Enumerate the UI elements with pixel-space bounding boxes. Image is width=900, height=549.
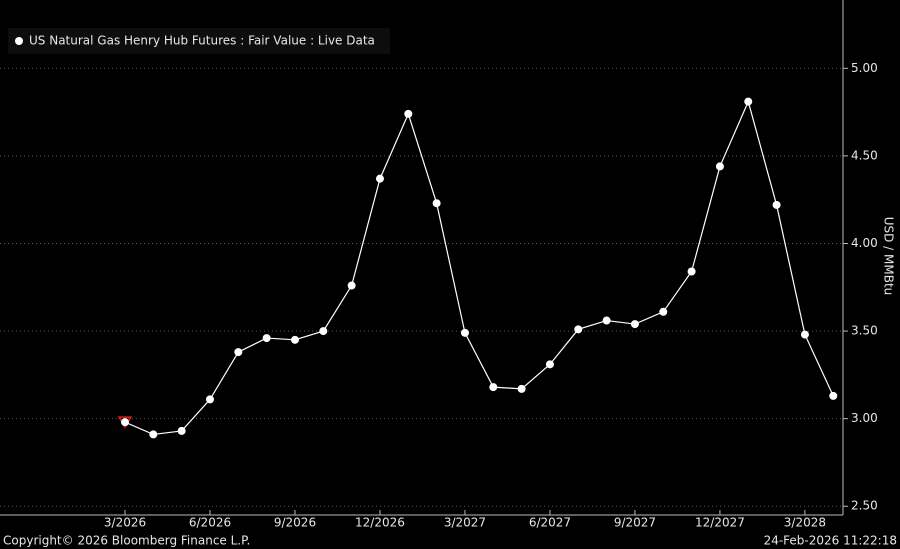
y-tick-label: 3.50 (851, 324, 878, 338)
legend-box (8, 28, 390, 54)
point (319, 327, 328, 336)
y-tick-label: 5.00 (851, 61, 878, 75)
point (800, 330, 809, 339)
point (715, 162, 724, 171)
x-tick-label: 3/2027 (444, 516, 486, 530)
point (205, 395, 214, 404)
point (262, 334, 271, 343)
point (772, 200, 781, 209)
point (829, 391, 838, 400)
y-tick-label: 3.00 (851, 411, 878, 425)
x-tick-label: 12/2027 (695, 516, 745, 530)
point (460, 328, 469, 337)
x-tick-label: 9/2027 (614, 516, 656, 530)
point (177, 426, 186, 435)
point (489, 383, 498, 392)
y-tick-label: 4.50 (851, 148, 878, 162)
point (121, 418, 129, 427)
legend-marker (15, 37, 23, 45)
point (574, 325, 583, 334)
point (234, 348, 243, 357)
point (517, 384, 526, 393)
timestamp: 24-Feb-2026 11:22:18 (764, 534, 897, 548)
legend-label: US Natural Gas Henry Hub Futures : Fair … (29, 34, 375, 48)
point (687, 267, 696, 276)
y-tick-label: 4.00 (851, 236, 878, 250)
point (630, 320, 639, 329)
point (347, 281, 356, 290)
y-tick-label: 2.50 (851, 499, 878, 513)
point (602, 316, 611, 325)
x-tick-label: 3/2028 (784, 516, 826, 530)
x-tick-label: 3/2026 (104, 516, 146, 530)
point (404, 109, 413, 118)
copyright: Copyright© 2026 Bloomberg Finance L.P. (3, 534, 250, 548)
point (545, 360, 554, 369)
line (124, 99, 834, 436)
x-tick-label: 12/2026 (355, 516, 405, 530)
point (432, 199, 441, 208)
point (659, 307, 668, 316)
point (290, 335, 299, 344)
y-axis-title: USD / MMBtu (882, 217, 896, 296)
point (744, 97, 753, 106)
x-tick-label: 6/2026 (189, 516, 231, 530)
point (375, 174, 384, 183)
point (149, 430, 158, 439)
x-tick-label: 9/2026 (274, 516, 316, 530)
x-tick-label: 6/2027 (529, 516, 571, 530)
